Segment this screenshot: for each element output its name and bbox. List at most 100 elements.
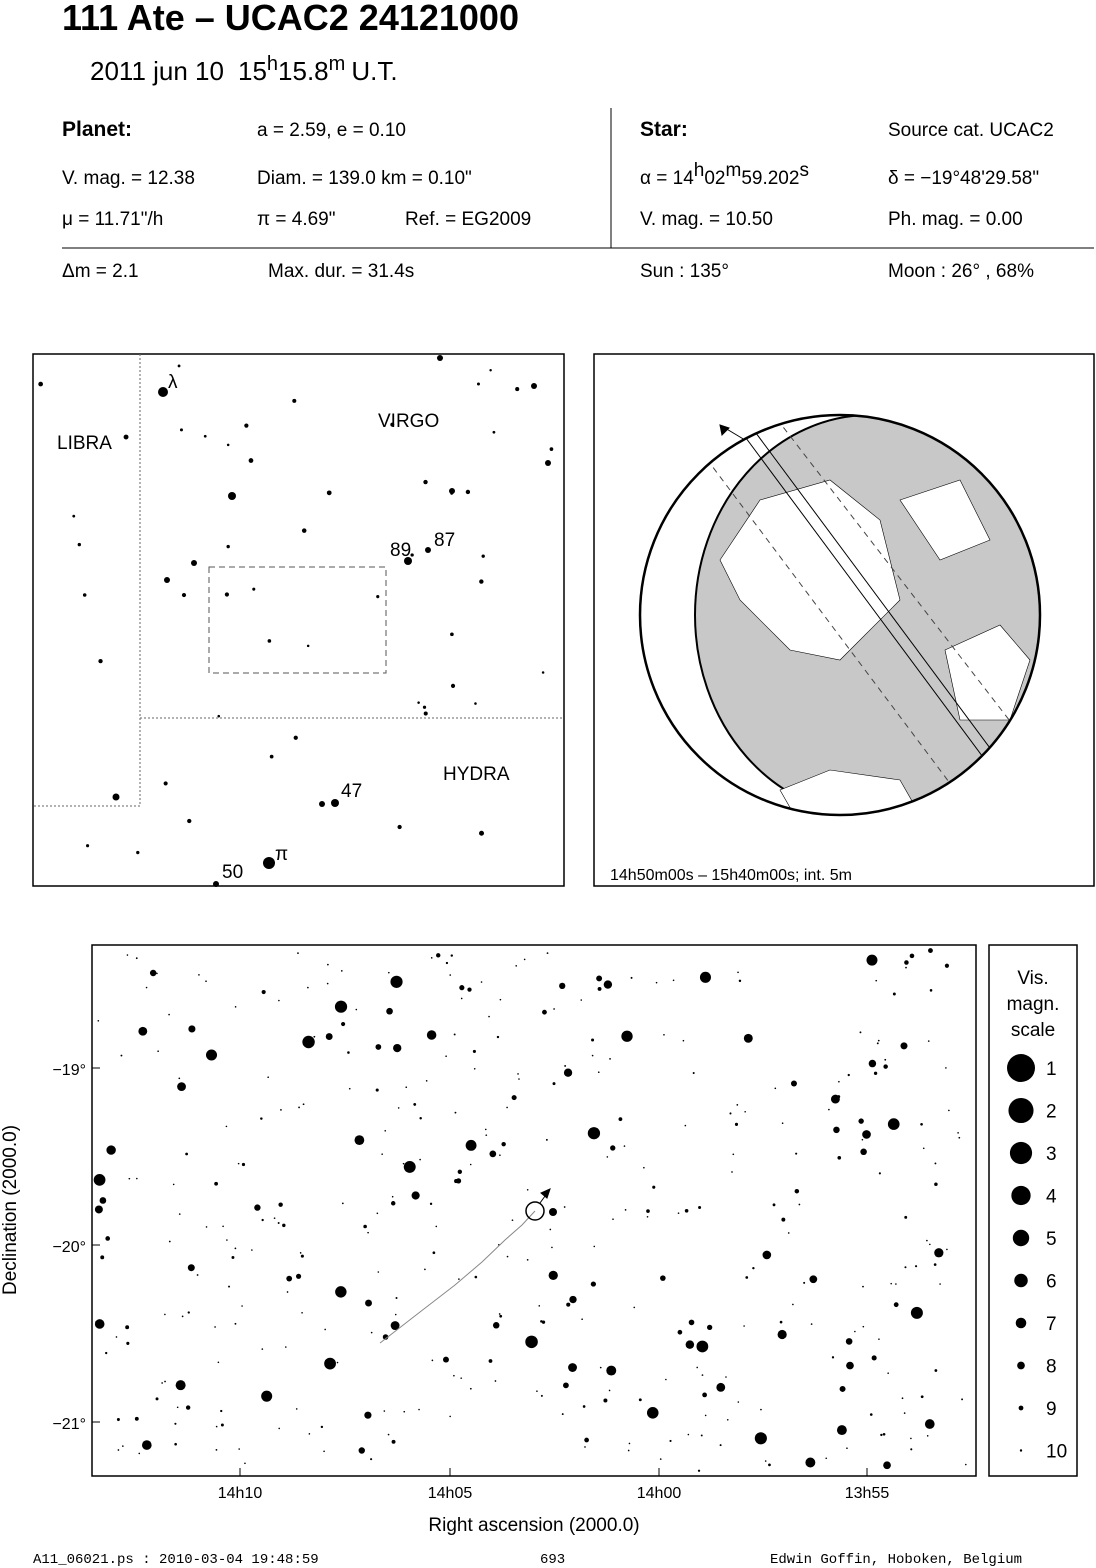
star	[569, 1295, 577, 1304]
star	[910, 1306, 923, 1319]
chart-area	[208, 566, 387, 674]
star	[301, 1311, 303, 1314]
star	[292, 398, 297, 403]
land	[944, 624, 1031, 721]
star	[423, 711, 428, 716]
star	[261, 1218, 264, 1222]
star	[365, 1299, 372, 1307]
star-label: 50	[222, 862, 243, 883]
star	[871, 1355, 877, 1361]
asteroid-path	[379, 1210, 536, 1344]
alpha-unit: m	[726, 160, 742, 181]
alpha-unit: s	[799, 160, 809, 181]
star	[905, 966, 907, 969]
x-tick-label: 14h05	[428, 1485, 473, 1502]
star	[340, 970, 343, 972]
star	[411, 1191, 420, 1200]
star	[473, 1068, 476, 1070]
star	[672, 979, 675, 982]
star	[920, 1122, 923, 1126]
star	[548, 1270, 558, 1281]
star	[450, 683, 456, 688]
star	[226, 1239, 228, 1241]
star	[122, 1445, 124, 1447]
star	[120, 1054, 123, 1057]
chart-stars	[93, 948, 967, 1472]
star	[623, 1145, 626, 1147]
star	[736, 1103, 739, 1106]
star	[643, 1166, 645, 1169]
orbit: a = 2.59, e = 0.10	[257, 120, 406, 141]
legend-dot	[1008, 1097, 1034, 1124]
star	[734, 1122, 739, 1126]
star	[390, 1321, 400, 1330]
star	[772, 1203, 776, 1207]
star	[217, 714, 221, 718]
star	[457, 1169, 463, 1174]
star	[760, 1408, 762, 1411]
star	[553, 1008, 555, 1010]
star	[273, 1217, 276, 1219]
star	[610, 1145, 616, 1151]
star	[432, 1251, 436, 1255]
star	[234, 1247, 237, 1250]
star	[341, 1021, 346, 1027]
star	[875, 979, 878, 982]
finder-frame	[32, 353, 565, 887]
footer-page: 693	[540, 1552, 565, 1568]
star	[726, 1418, 729, 1421]
constellation-label: LIBRA	[57, 433, 112, 454]
star	[887, 1118, 900, 1130]
star	[961, 1398, 964, 1401]
star	[326, 490, 332, 496]
star	[196, 1274, 199, 1276]
star	[164, 1313, 166, 1316]
star	[568, 1363, 577, 1372]
star	[375, 1088, 379, 1092]
star	[145, 986, 148, 989]
star	[525, 1335, 538, 1349]
star	[511, 1219, 514, 1222]
star	[828, 1108, 830, 1111]
star	[561, 1413, 564, 1415]
star	[737, 1401, 740, 1403]
star	[526, 1258, 529, 1261]
star	[267, 1076, 269, 1079]
path-limit	[769, 415, 1040, 761]
star	[326, 982, 329, 985]
star	[254, 1204, 261, 1211]
globe-caption: 14h50m00s – 15h40m00s; int. 5m	[610, 867, 852, 884]
star	[517, 1073, 519, 1075]
star	[370, 1331, 373, 1334]
star	[295, 1408, 298, 1410]
star	[178, 1077, 181, 1080]
star	[892, 992, 896, 996]
star	[391, 1439, 396, 1444]
star	[743, 1033, 753, 1043]
star	[803, 1281, 806, 1284]
star	[545, 1138, 548, 1141]
star	[928, 948, 933, 953]
star	[480, 981, 483, 983]
star	[652, 1185, 656, 1189]
star	[237, 1162, 240, 1165]
star	[869, 1413, 873, 1416]
star-vmag: V. mag. = 10.50	[640, 209, 773, 230]
star	[437, 355, 443, 361]
star	[164, 1380, 166, 1383]
star	[698, 1206, 702, 1210]
star	[297, 952, 299, 954]
star	[638, 1398, 642, 1402]
star	[138, 1026, 148, 1036]
star	[764, 1460, 767, 1462]
star	[878, 1172, 881, 1175]
star	[944, 963, 950, 968]
star	[499, 1314, 503, 1318]
x-tick-label: 14h10	[218, 1485, 263, 1502]
constellation-boundary	[33, 354, 564, 807]
star	[168, 1013, 170, 1016]
star	[551, 1246, 553, 1249]
star	[659, 1458, 662, 1460]
star	[228, 492, 236, 500]
star	[696, 1340, 709, 1353]
